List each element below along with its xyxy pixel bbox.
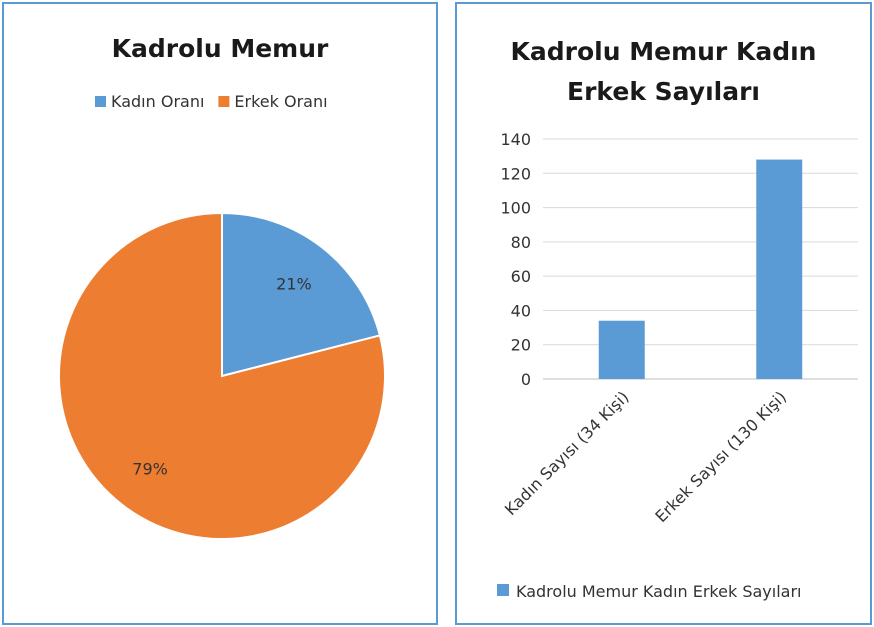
legend-label: Erkek Oranı bbox=[234, 92, 327, 111]
y-tick-label: 0 bbox=[521, 370, 531, 389]
legend-swatch bbox=[497, 584, 509, 596]
y-tick-label: 140 bbox=[500, 130, 531, 149]
y-tick-label: 60 bbox=[511, 267, 531, 286]
y-tick-label: 20 bbox=[511, 336, 531, 355]
legend-swatch bbox=[95, 96, 106, 107]
y-tick-label: 40 bbox=[511, 301, 531, 320]
bar-panel: Kadrolu Memur Kadın Erkek Sayıları bbox=[455, 2, 872, 625]
y-tick-label: 100 bbox=[500, 199, 531, 218]
y-tick-label: 80 bbox=[511, 233, 531, 252]
chart-title: Kadrolu Memur bbox=[111, 34, 329, 63]
legend-swatch bbox=[218, 96, 230, 107]
x-tick-label: Erkek Sayısı (130 Kişi) bbox=[651, 387, 790, 526]
data-label: 21% bbox=[276, 274, 312, 293]
x-tick-label: Kadın Sayısı (34 Kişi) bbox=[501, 387, 633, 519]
bar bbox=[756, 159, 803, 379]
legend-label: Kadrolu Memur Kadın Erkek Sayıları bbox=[516, 582, 801, 601]
data-label: 79% bbox=[132, 460, 168, 479]
chart-title: Kadrolu Memur Kadın Erkek Sayıları bbox=[510, 37, 817, 106]
legend-label: Kadın Oranı bbox=[111, 92, 204, 111]
bar bbox=[598, 320, 645, 379]
pie-slice bbox=[58, 211, 386, 540]
pie-slice bbox=[221, 211, 382, 378]
y-tick-label: 120 bbox=[500, 164, 531, 183]
